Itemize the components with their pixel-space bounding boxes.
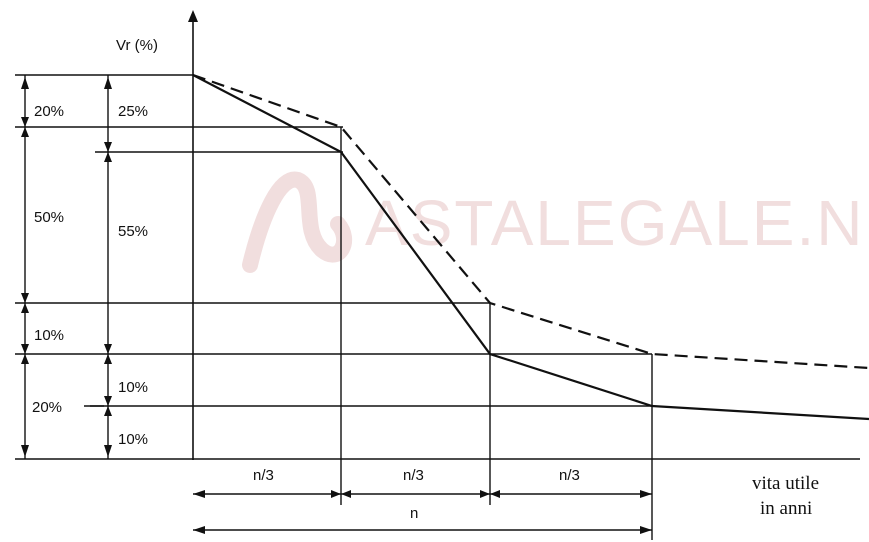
outer-dimension-line bbox=[21, 75, 29, 459]
segment-dimension-line bbox=[193, 490, 652, 498]
outer-dimension-label: 20% bbox=[34, 103, 64, 120]
watermark-logo bbox=[242, 171, 353, 273]
outer-dimension-label: 10% bbox=[34, 327, 64, 344]
y-axis-arrow bbox=[188, 10, 198, 22]
outer-dimension-label: 20% bbox=[32, 399, 62, 416]
segment-label: n/3 bbox=[559, 467, 580, 484]
segment-label: n/3 bbox=[253, 467, 274, 484]
y-axis-label: Vr (%) bbox=[116, 37, 158, 54]
outer-dimension-label: 50% bbox=[34, 209, 64, 226]
x-axis-label: in anni bbox=[760, 498, 812, 519]
inner-dimension-line bbox=[104, 75, 112, 459]
horizontal-guides bbox=[15, 74, 652, 407]
inner-dimension-label: 10% bbox=[118, 379, 148, 396]
total-label: n bbox=[410, 505, 418, 522]
total-dimension-line bbox=[193, 526, 652, 534]
x-axis-label: vita utile bbox=[752, 473, 819, 494]
watermark: ASTALEGALE.NE bbox=[242, 171, 869, 273]
inner-dimension-label: 55% bbox=[118, 223, 148, 240]
watermark-text: ASTALEGALE.NE bbox=[365, 187, 869, 259]
dashed-curve bbox=[192, 73, 869, 370]
vertical-guides bbox=[340, 127, 653, 540]
inner-dimension-label: 10% bbox=[118, 431, 148, 448]
inner-dimension-label: 25% bbox=[118, 103, 148, 120]
segment-label: n/3 bbox=[403, 467, 424, 484]
solid-curve bbox=[192, 74, 869, 421]
